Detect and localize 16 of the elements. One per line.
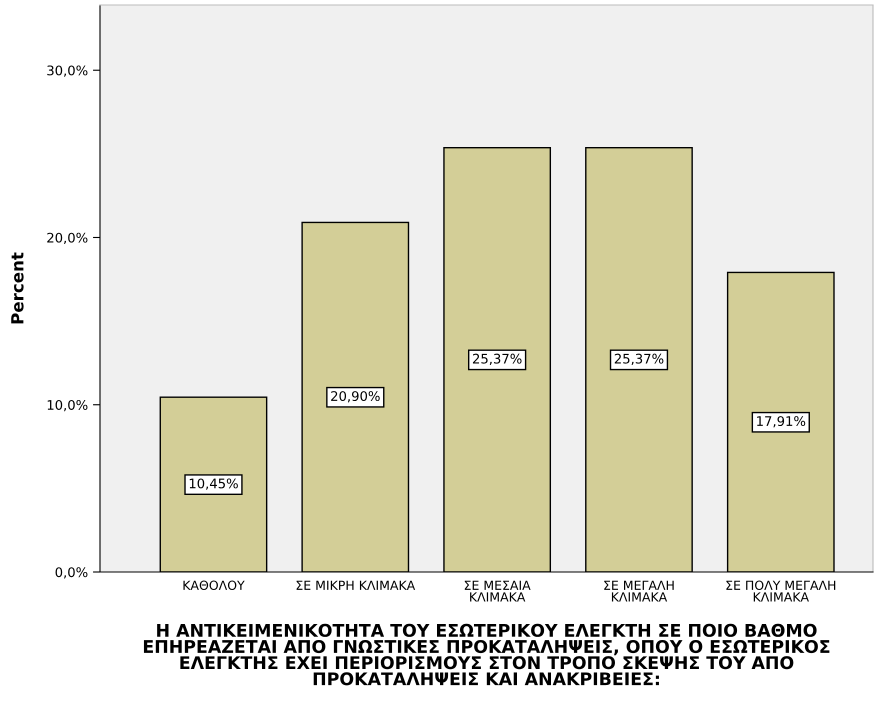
y-tick-label: 20,0%: [47, 232, 88, 244]
y-tick-label: 10,0%: [48, 400, 88, 412]
x-tick-label: ΣΕ ΜΕΓΑΛΗ ΚΛΙΜΑΚΑ: [604, 580, 674, 602]
y-axis-title: Percent: [11, 252, 24, 324]
data-label: 17,91%: [757, 416, 806, 428]
data-label: 25,37%: [472, 354, 522, 366]
x-tick-label: ΚΑΘΟΛΟΥ: [183, 580, 245, 590]
data-label: 25,37%: [614, 354, 664, 366]
x-tick-label: ΣΕ ΜΙΚΡΗ ΚΛΙΜΑΚΑ: [296, 580, 416, 590]
y-tick-label: 30,0%: [47, 65, 88, 77]
x-tick-label: ΣΕ ΠΟΛΥ ΜΕΓΑΛΗ ΚΛΙΜΑΚΑ: [726, 580, 836, 602]
data-label: 10,45%: [190, 478, 238, 490]
x-tick-label: ΣΕ ΜΕΣΑΙΑ ΚΛΙΜΑΚΑ: [464, 580, 531, 602]
y-tick-label: 0,0%: [56, 567, 88, 579]
data-label: 20,90%: [331, 391, 380, 402]
x-axis-title: Η ΑΝΤΙΚΕΙΜΕΝΙΚΟΤΗΤΑ ΤΟΥ ΕΣΩΤΕΡΙΚΟΥ ΕΛΕΓΚΤΗ ΣΕ ΠΟΙΟ ΒΑΘΜΟ ΕΠΗΡΕΑΖΕΤΑΙ ΑΠΟ ΓΝΩΣΤΙΚΕΣ ΠΡΟΚΑΤΑΛΗΨΕΙΣ, ΟΠΟΥ Ο ΕΣΩΤΕΡΙΚΟΣ ΕΛΕΓΚΤΗΣ ΕΧΕΙ ΠΕΡΙΟΡΙΣΜΟΥΣ ΣΤΟΝ ΤΡΟΠΟ ΣΚΕΨΗΣ ΤΟΥ ΑΠΟ ΠΡΟΚΑΤΑΛΗΨΕΙΣ ΚΑΙ ΑΝΑΚΡΙΒΕΙΕΣ:: [144, 624, 830, 686]
